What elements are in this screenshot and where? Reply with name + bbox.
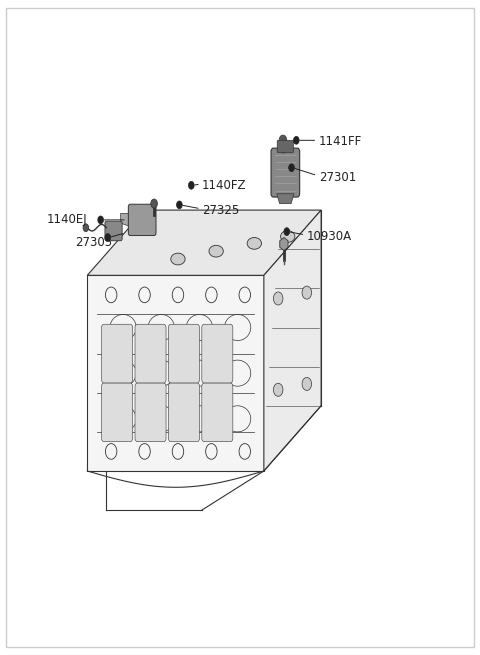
Text: 1141FF: 1141FF bbox=[319, 135, 362, 148]
Circle shape bbox=[105, 234, 111, 242]
Polygon shape bbox=[87, 275, 264, 471]
Circle shape bbox=[288, 164, 294, 172]
Text: 10930A: 10930A bbox=[307, 230, 352, 243]
Polygon shape bbox=[280, 238, 288, 251]
FancyBboxPatch shape bbox=[102, 383, 132, 441]
FancyBboxPatch shape bbox=[128, 204, 156, 236]
Circle shape bbox=[302, 377, 312, 390]
Circle shape bbox=[293, 136, 299, 144]
Circle shape bbox=[83, 224, 89, 232]
Text: 1140EJ: 1140EJ bbox=[47, 214, 87, 227]
Ellipse shape bbox=[281, 231, 295, 242]
Circle shape bbox=[151, 199, 157, 208]
FancyBboxPatch shape bbox=[105, 221, 122, 241]
Circle shape bbox=[274, 383, 283, 396]
Text: 27325: 27325 bbox=[202, 204, 239, 217]
Circle shape bbox=[284, 228, 289, 236]
Circle shape bbox=[279, 135, 287, 145]
Text: 27301: 27301 bbox=[319, 171, 356, 184]
FancyBboxPatch shape bbox=[271, 148, 300, 197]
FancyBboxPatch shape bbox=[135, 383, 166, 441]
Circle shape bbox=[189, 181, 194, 189]
Ellipse shape bbox=[209, 246, 223, 257]
FancyBboxPatch shape bbox=[168, 324, 199, 383]
Text: 1140FZ: 1140FZ bbox=[202, 179, 246, 192]
FancyBboxPatch shape bbox=[202, 324, 233, 383]
Circle shape bbox=[302, 286, 312, 299]
Polygon shape bbox=[120, 214, 130, 227]
Polygon shape bbox=[277, 194, 294, 204]
Circle shape bbox=[177, 201, 182, 209]
Ellipse shape bbox=[247, 238, 262, 250]
Ellipse shape bbox=[171, 253, 185, 265]
FancyBboxPatch shape bbox=[277, 140, 293, 153]
FancyBboxPatch shape bbox=[135, 324, 166, 383]
Polygon shape bbox=[264, 210, 321, 471]
FancyBboxPatch shape bbox=[102, 324, 132, 383]
Circle shape bbox=[98, 216, 104, 224]
FancyBboxPatch shape bbox=[168, 383, 199, 441]
Circle shape bbox=[274, 292, 283, 305]
FancyBboxPatch shape bbox=[202, 383, 233, 441]
Polygon shape bbox=[87, 210, 321, 275]
Text: 27305: 27305 bbox=[75, 236, 112, 249]
